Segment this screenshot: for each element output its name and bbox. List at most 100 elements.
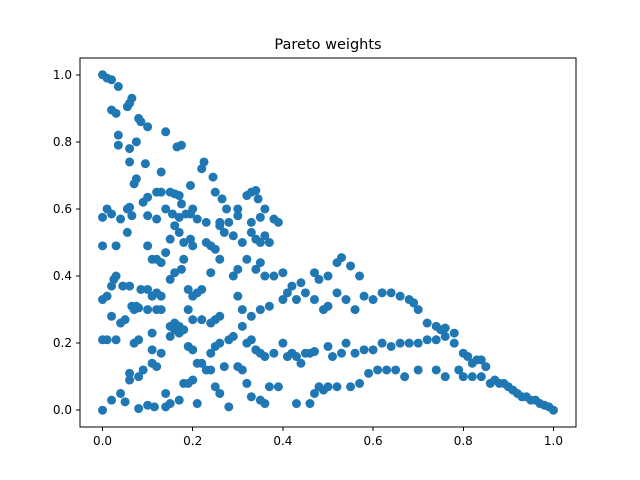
- scatter-point: [206, 348, 216, 358]
- scatter-point: [113, 82, 123, 92]
- scatter-point: [188, 345, 198, 355]
- scatter-point: [222, 204, 232, 214]
- scatter-point: [305, 399, 315, 409]
- scatter-point: [111, 108, 121, 118]
- x-tick-label: 0.2: [183, 434, 202, 448]
- scatter-point: [233, 211, 243, 221]
- scatter-point: [122, 227, 132, 237]
- scatter-point: [246, 217, 256, 227]
- y-tick-label: 1.0: [53, 68, 72, 82]
- scatter-point: [359, 345, 369, 355]
- scatter-point: [156, 167, 166, 177]
- scatter-point: [296, 358, 306, 368]
- scatter-point: [125, 157, 135, 167]
- scatter-point: [116, 388, 126, 398]
- scatter-point: [165, 331, 175, 341]
- scatter-point: [127, 211, 137, 221]
- scatter-point: [264, 382, 274, 392]
- scatter-point: [346, 261, 356, 271]
- scatter-point: [476, 355, 486, 365]
- scatter-point: [400, 372, 410, 382]
- scatter-point: [185, 180, 195, 190]
- x-tick-label: 1.0: [544, 434, 563, 448]
- scatter-point: [237, 365, 247, 375]
- scatter-point: [246, 335, 256, 345]
- scatter-point: [291, 352, 301, 362]
- scatter-point: [548, 405, 558, 415]
- scatter-point: [174, 227, 184, 237]
- scatter-point: [246, 227, 256, 237]
- scatter-point: [156, 348, 166, 358]
- scatter-point: [143, 122, 153, 132]
- scatter-point: [174, 191, 184, 201]
- scatter-point: [404, 338, 414, 348]
- scatter-point: [359, 291, 369, 301]
- scatter-point: [246, 311, 256, 321]
- scatter-point: [138, 365, 148, 375]
- y-axis: 0.0 0.2 0.4 0.6 0.8 1.0: [53, 68, 80, 417]
- scatter-point: [131, 137, 141, 147]
- y-tick-label: 0.4: [53, 269, 72, 283]
- scatter-point: [134, 404, 144, 414]
- scatter-point: [237, 305, 247, 315]
- scatter-point: [161, 127, 171, 137]
- y-tick-label: 0.0: [53, 403, 72, 417]
- scatter-point: [183, 284, 193, 294]
- scatter-point: [197, 284, 207, 294]
- scatter-point: [165, 234, 175, 244]
- scatter-point: [197, 315, 207, 325]
- scatter-point: [215, 338, 225, 348]
- scatter-point: [201, 217, 211, 227]
- scatter-point: [467, 372, 477, 382]
- scatter-point: [440, 331, 450, 341]
- scatter-point: [233, 291, 243, 301]
- scatter-point: [107, 311, 117, 321]
- scatter-point: [449, 338, 459, 348]
- scatter-point: [328, 352, 338, 362]
- y-tick-label: 0.2: [53, 336, 72, 350]
- scatter-point: [210, 244, 220, 254]
- scatter-point: [165, 274, 175, 284]
- scatter-point: [323, 301, 333, 311]
- scatter-point: [377, 338, 387, 348]
- scatter-point: [161, 388, 171, 398]
- scatter-point: [481, 362, 491, 372]
- scatter-point: [129, 179, 139, 189]
- scatter-point: [278, 338, 288, 348]
- scatter-point: [251, 264, 261, 274]
- scatter-point: [440, 323, 450, 333]
- scatter-point: [120, 397, 130, 407]
- scatter-point: [125, 144, 135, 154]
- scatter-point: [188, 375, 198, 385]
- scatter-point: [440, 372, 450, 382]
- scatter-point: [260, 352, 270, 362]
- scatter-point: [224, 217, 234, 227]
- scatter-point: [291, 399, 301, 409]
- scatter-point: [156, 291, 166, 301]
- scatter-point: [143, 284, 153, 294]
- scatter-point: [395, 338, 405, 348]
- scatter-point: [134, 303, 144, 313]
- scatter-point: [233, 264, 243, 274]
- scatter-point: [251, 186, 261, 196]
- scatter-point: [136, 284, 146, 294]
- scatter-point: [192, 214, 202, 224]
- scatter-point: [273, 382, 283, 392]
- scatter-point: [215, 221, 225, 231]
- scatter-point: [210, 187, 220, 197]
- scatter-point: [260, 271, 270, 281]
- scatter-point: [174, 395, 184, 405]
- scatter-point: [264, 301, 274, 311]
- scatter-point: [185, 209, 195, 219]
- scatter-point: [431, 335, 441, 345]
- scatter-point: [208, 172, 218, 182]
- scatter-point: [260, 231, 270, 241]
- plot-frame: [79, 57, 577, 428]
- scatter-point: [174, 328, 184, 338]
- scatter-point: [368, 295, 378, 305]
- scatter-point: [188, 315, 198, 325]
- scatter-point: [136, 117, 146, 127]
- scatter-point: [179, 254, 189, 264]
- scatter-point: [242, 254, 252, 264]
- scatter-point: [170, 221, 180, 231]
